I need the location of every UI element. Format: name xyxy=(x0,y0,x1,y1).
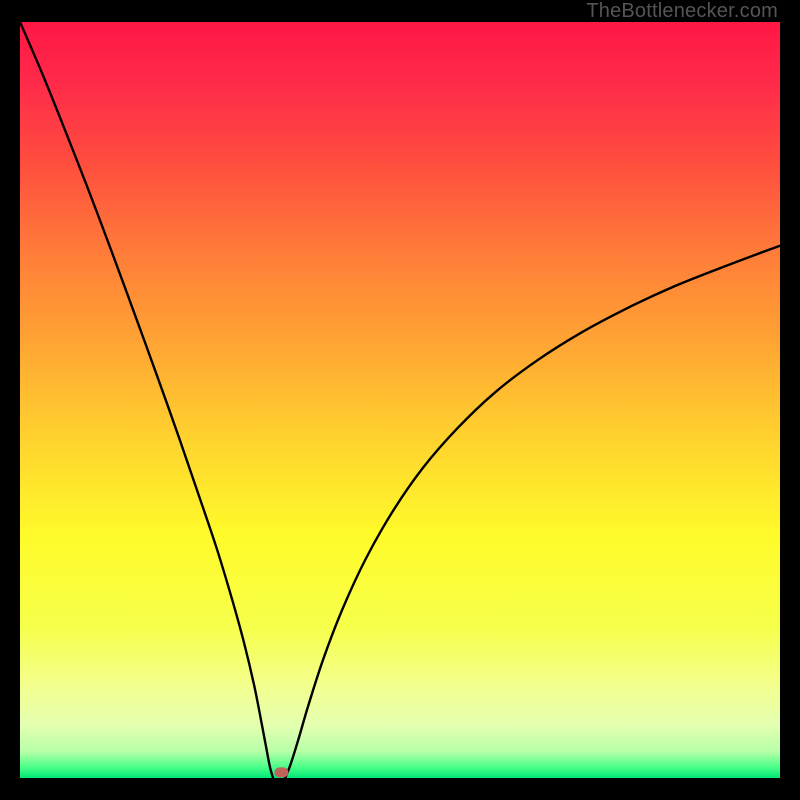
bottleneck-curve xyxy=(20,22,780,778)
watermark-label: TheBottlenecker.com xyxy=(586,0,778,23)
curve-path-right xyxy=(285,246,780,778)
plot-area xyxy=(20,22,780,778)
optimal-point-marker xyxy=(274,767,288,777)
curve-path-left xyxy=(20,22,273,778)
